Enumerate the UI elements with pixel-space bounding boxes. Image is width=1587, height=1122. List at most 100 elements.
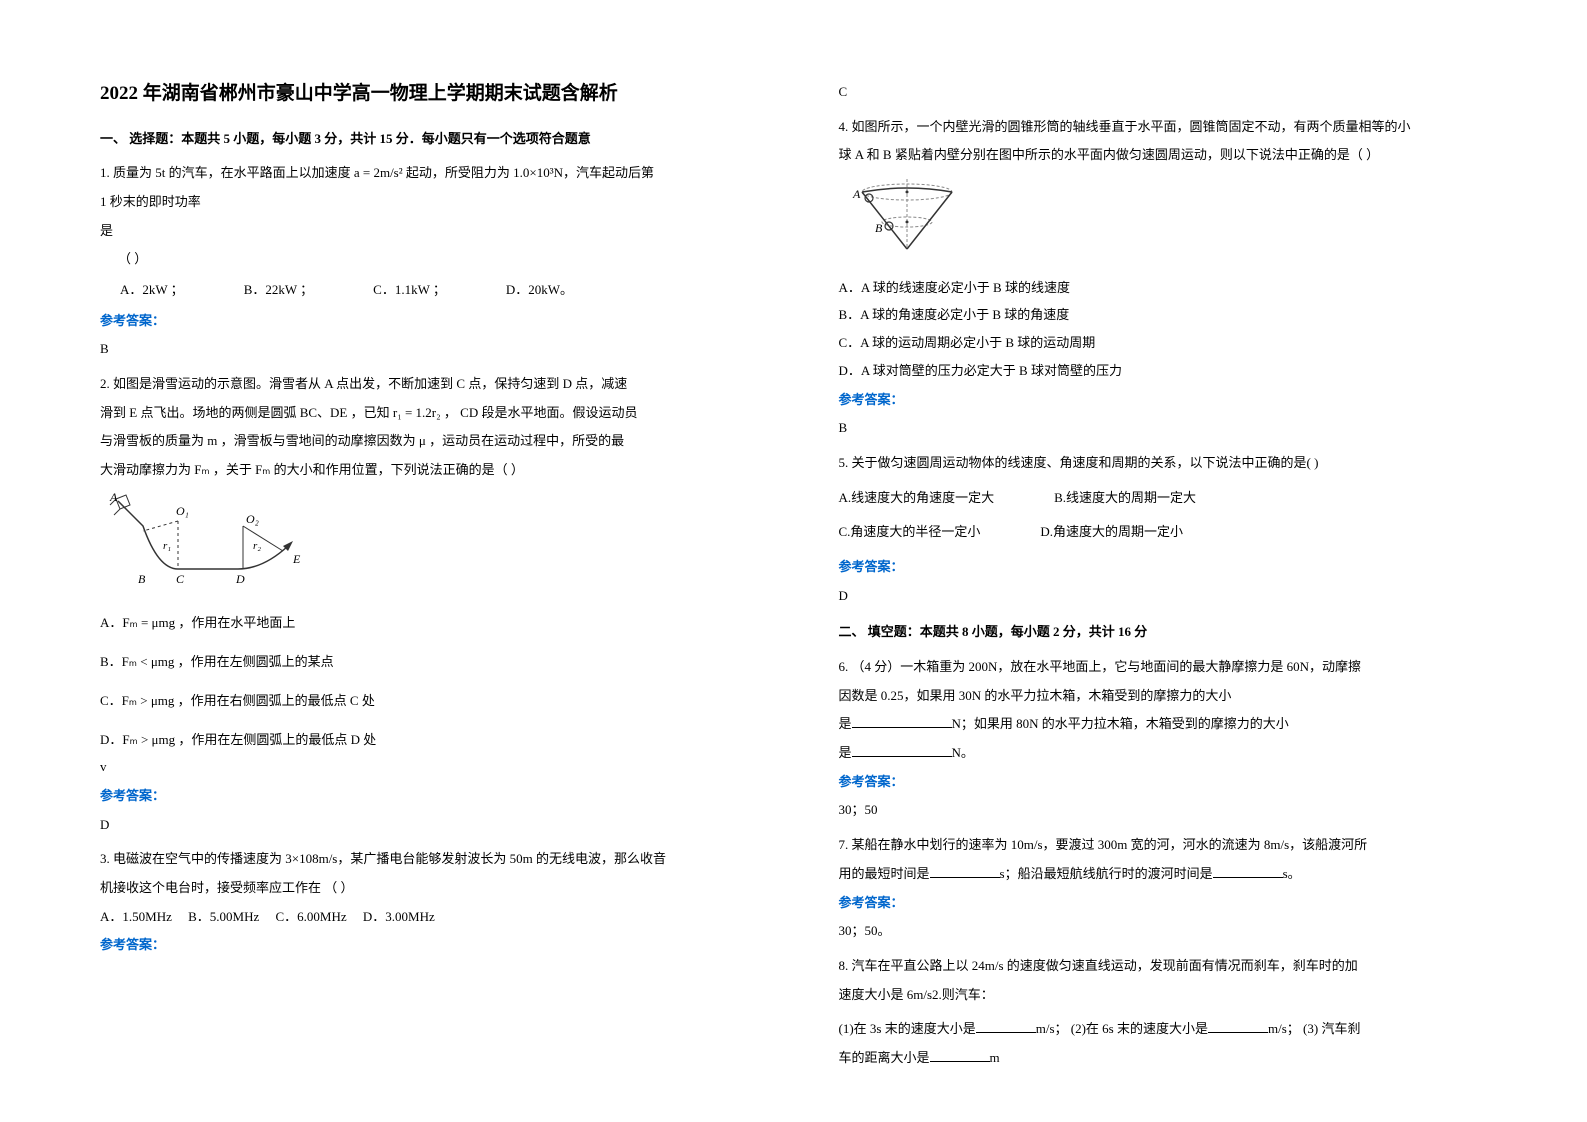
q3-opt-a: A．1.50MHz [100,909,172,924]
q7-answer: 30；50。 [839,919,1498,944]
q3-opt-d: D．3.00MHz [363,909,435,924]
q1-answer-label: 参考答案： [100,309,759,334]
question-7: 7. 某船在静水中划行的速率为 10m/s，要渡过 300m 宽的河，河水的流速… [839,833,1498,944]
q1-line2: 1 秒末的即时功率 [100,190,759,215]
q7-line2-suffix: s。 [1283,866,1301,881]
q6-line4: 是 N。 [839,741,1498,766]
q7-blank2 [1213,864,1283,878]
q2-line3: 与滑雪板的质量为 m ，滑雪板与雪地间的动摩擦因数为 μ ，运动员在运动过程中，… [100,429,759,454]
q3-opt-c: C．6.00MHz [276,909,347,924]
q8-line3-b-unit: m/s； [1268,1021,1300,1036]
q1-line3: 是 [100,219,759,244]
q8-line3-a: (1)在 3s 末的速度大小是 [839,1021,976,1036]
q5-opt-a: A.线速度大的角速度一定大 [839,486,995,511]
q1-answer: B [100,337,759,362]
q2-diagram: A O₁ O₂ B C D E r₁ r₂ [108,491,759,600]
q4-line1: 4. 如图所示，一个内壁光滑的圆锥形筒的轴线垂直于水平面，圆锥筒固定不动，有两个… [839,115,1498,140]
q3-line1: 3. 电磁波在空气中的传播速度为 3×108m/s，某广播电台能够发射波长为 5… [100,847,759,872]
q8-blank2 [1208,1019,1268,1033]
q8-line3-b: (2)在 6s 末的速度大小是 [1071,1021,1208,1036]
q1-paren: （ ） [100,247,759,272]
q6-blank2 [852,743,952,757]
q2-answer-label: 参考答案： [100,784,759,809]
question-2: 2. 如图是滑雪运动的示意图。滑雪者从 A 点出发，不断加速到 C 点，保持匀速… [100,372,759,837]
q4-opt-a: A．A 球的线速度必定小于 B 球的线速度 [839,276,1498,301]
q6-line4-prefix: 是 [839,745,852,760]
q1-options: A．2kW ； B．22kW ； C．1.1kW ； D．20kW。 [120,278,759,303]
q5-opt-d: D.角速度大的周期一定小 [1040,520,1183,545]
q2-opt-d: D．Fₘ > μmg ，作用在左侧圆弧上的最低点 D 处 [100,728,759,753]
q4-answer-label: 参考答案： [839,388,1498,413]
svg-text:B: B [875,221,883,235]
q6-line1: 6. （4 分）一木箱重为 200N，放在水平地面上，它与地面间的最大静摩擦力是… [839,655,1498,680]
q8-line3: (1)在 3s 末的速度大小是m/s； (2)在 6s 末的速度大小是m/s； … [839,1017,1498,1042]
q1-opt-c: C．1.1kW ； [373,278,446,303]
q5-row2: C.角速度大的半径一定小 D.角速度大的周期一定小 [839,520,1498,545]
question-6: 6. （4 分）一木箱重为 200N，放在水平地面上，它与地面间的最大静摩擦力是… [839,655,1498,823]
q8-line4: 车的距离大小是 m [839,1046,1498,1071]
q4-opt-d: D．A 球对筒壁的压力必定大于 B 球对筒壁的压力 [839,359,1498,384]
q6-answer: 30；50 [839,798,1498,823]
q3-answer-label: 参考答案： [100,933,759,958]
q2-line1: 2. 如图是滑雪运动的示意图。滑雪者从 A 点出发，不断加速到 C 点，保持匀速… [100,372,759,397]
q7-answer-label: 参考答案： [839,891,1498,916]
q2-line4: 大滑动摩擦力为 Fₘ ，关于 Fₘ 的大小和作用位置，下列说法正确的是（ ） [100,458,759,483]
q8-line3-a-unit: m/s； [1036,1021,1068,1036]
q2-extra: v [100,755,759,780]
q3-answer: C [839,80,1498,105]
page-title: 2022 年湖南省郴州市豪山中学高一物理上学期期末试题含解析 [100,80,759,109]
q1-opt-a: A．2kW ； [120,278,184,303]
question-8: 8. 汽车在平直公路上以 24m/s 的速度做匀速直线运动，发现前面有情况而刹车… [839,954,1498,1071]
q3-opt-b: B．5.00MHz [188,909,259,924]
q2-opt-c: C．Fₘ > μmg ，作用在右侧圆弧上的最低点 C 处 [100,689,759,714]
q8-line3-c: (3) 汽车刹 [1303,1021,1360,1036]
q5-opt-b: B.线速度大的周期一定大 [1054,486,1196,511]
svg-text:D: D [235,572,245,586]
q2-line2: 滑到 E 点飞出。场地的两侧是圆弧 BC、DE ，已知 r₁ = 1.2r₂ ，… [100,401,759,426]
q2-opt-a: A．Fₘ = μmg ，作用在水平地面上 [100,611,759,636]
q4-line2: 球 A 和 B 紧贴着内壁分别在图中所示的水平面内做匀速圆周运动，则以下说法中正… [839,143,1498,168]
svg-text:r₁: r₁ [163,540,171,552]
q7-line2-prefix: 用的最短时间是 [839,866,930,881]
q4-answer: B [839,416,1498,441]
svg-text:C: C [176,572,185,586]
q5-text: 5. 关于做匀速圆周运动物体的线速度、角速度和周期的关系，以下说法中正确的是( … [839,451,1498,476]
question-5: 5. 关于做匀速圆周运动物体的线速度、角速度和周期的关系，以下说法中正确的是( … [839,451,1498,608]
q1-line1: 1. 质量为 5t 的汽车，在水平路面上以加速度 a = 2m/s² 起动，所受… [100,161,759,186]
q5-answer-label: 参考答案： [839,555,1498,580]
q6-line3: 是 N；如果用 80N 的水平力拉木箱，木箱受到的摩擦力的大小 [839,712,1498,737]
q6-line4-unit: N。 [952,745,974,760]
left-column: 2022 年湖南省郴州市豪山中学高一物理上学期期末试题含解析 一、 选择题：本题… [100,80,819,1082]
svg-text:r₂: r₂ [253,540,261,552]
q8-line4-unit: m [990,1050,1000,1065]
section2-header: 二、 填空题：本题共 8 小题，每小题 2 分，共计 16 分 [839,620,1498,645]
right-column: C 4. 如图所示，一个内壁光滑的圆锥形筒的轴线垂直于水平面，圆锥筒固定不动，有… [819,80,1538,1082]
q3-options: A．1.50MHz B．5.00MHz C．6.00MHz D．3.00MHz [100,905,759,930]
q7-blank1 [930,864,1000,878]
q6-line3-unit: N；如果用 80N 的水平力拉木箱，木箱受到的摩擦力的大小 [952,716,1289,731]
q8-line1: 8. 汽车在平直公路上以 24m/s 的速度做匀速直线运动，发现前面有情况而刹车… [839,954,1498,979]
svg-text:O₂: O₂ [246,512,259,526]
q7-line2: 用的最短时间是 s；船沿最短航线航行时的渡河时间是 s。 [839,862,1498,887]
q4-opt-b: B．A 球的角速度必定小于 B 球的角速度 [839,303,1498,328]
q6-line3-prefix: 是 [839,716,852,731]
question-3: 3. 电磁波在空气中的传播速度为 3×108m/s，某广播电台能够发射波长为 5… [100,847,759,958]
question-4: 4. 如图所示，一个内壁光滑的圆锥形筒的轴线垂直于水平面，圆锥筒固定不动，有两个… [839,115,1498,441]
svg-text:O₁: O₁ [176,504,189,518]
q8-line4-text: 车的距离大小是 [839,1050,930,1065]
section1-header: 一、 选择题：本题共 5 小题，每小题 3 分，共计 15 分．每小题只有一个选… [100,127,759,152]
svg-text:A: A [109,491,118,504]
q5-opt-c: C.角速度大的半径一定小 [839,520,981,545]
q7-line2-mid: s；船沿最短航线航行时的渡河时间是 [1000,866,1213,881]
svg-text:E: E [292,552,301,566]
q2-options: A．Fₘ = μmg ，作用在水平地面上 B．Fₘ < μmg ，作用在左侧圆弧… [100,611,759,752]
q4-diagram: A B [847,174,1498,268]
q4-options: A．A 球的线速度必定小于 B 球的线速度 B．A 球的角速度必定小于 B 球的… [839,276,1498,384]
q4-opt-c: C．A 球的运动周期必定小于 B 球的运动周期 [839,331,1498,356]
q7-line1: 7. 某船在静水中划行的速率为 10m/s，要渡过 300m 宽的河，河水的流速… [839,833,1498,858]
q1-opt-b: B．22kW ； [244,278,313,303]
svg-text:B: B [138,572,146,586]
q6-blank1 [852,714,952,728]
question-1: 1. 质量为 5t 的汽车，在水平路面上以加速度 a = 2m/s² 起动，所受… [100,161,759,362]
q6-answer-label: 参考答案： [839,770,1498,795]
